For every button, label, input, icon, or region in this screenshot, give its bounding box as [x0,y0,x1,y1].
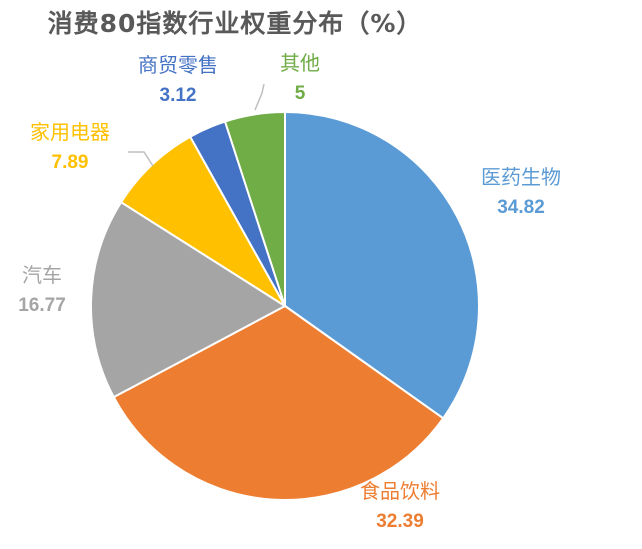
slice-value-label: 34.82 [497,197,545,218]
leader-lines [128,83,265,167]
slice-category-label: 其他 [280,51,320,75]
pie-slice [224,111,286,307]
data-labels: 医药生物 34.82 食品饮料 32.39 汽车 16.77 家用电器 7.89 商贸零售 3.1… [18,51,561,532]
slice-value-label: 5 [295,83,306,104]
slice-value-label: 32.39 [376,511,424,532]
slice-value-label: 16.77 [18,295,66,316]
slice-category-label: 食品饮料 [360,479,440,503]
leader-line [254,83,265,111]
slice-value-label: 7.89 [52,152,89,173]
chart-title: 消费80指数行业权重分布（%） [47,9,423,38]
slice-category-label: 家用电器 [30,120,110,144]
slice-value-label: 3.12 [160,85,197,106]
pie-slice [90,201,286,399]
pie-slice [112,305,445,501]
slice-category-label: 汽车 [22,263,62,287]
pie-slices [90,111,480,501]
slice-category-label: 医药生物 [481,165,561,189]
pie-slice [284,111,480,420]
leader-line [128,151,154,167]
slice-category-label: 商贸零售 [138,53,218,77]
